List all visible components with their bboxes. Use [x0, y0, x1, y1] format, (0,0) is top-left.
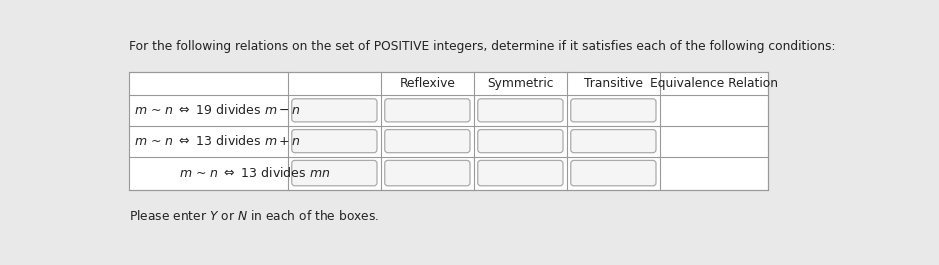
- FancyBboxPatch shape: [385, 160, 470, 186]
- Text: Transitive: Transitive: [584, 77, 643, 90]
- FancyBboxPatch shape: [478, 160, 563, 186]
- FancyBboxPatch shape: [385, 99, 470, 122]
- FancyBboxPatch shape: [571, 130, 656, 153]
- Text: $m$ ~ $n$ $\Leftrightarrow$ 19 divides $m - n$: $m$ ~ $n$ $\Leftrightarrow$ 19 divides $…: [133, 103, 300, 117]
- FancyBboxPatch shape: [292, 130, 377, 153]
- Text: Reflexive: Reflexive: [399, 77, 455, 90]
- FancyBboxPatch shape: [478, 130, 563, 153]
- Text: Please enter $Y$ or $N$ in each of the boxes.: Please enter $Y$ or $N$ in each of the b…: [129, 209, 379, 223]
- Bar: [129, 72, 768, 190]
- Text: $m$ ~ $n$ $\Leftrightarrow$ 13 divides $mn$: $m$ ~ $n$ $\Leftrightarrow$ 13 divides $…: [179, 166, 331, 180]
- Text: Symmetric: Symmetric: [487, 77, 554, 90]
- Text: Equivalence Relation: Equivalence Relation: [650, 77, 778, 90]
- FancyBboxPatch shape: [571, 160, 656, 186]
- FancyBboxPatch shape: [292, 160, 377, 186]
- FancyBboxPatch shape: [478, 99, 563, 122]
- FancyBboxPatch shape: [571, 99, 656, 122]
- FancyBboxPatch shape: [385, 130, 470, 153]
- Text: For the following relations on the set of POSITIVE integers, determine if it sat: For the following relations on the set o…: [129, 39, 836, 52]
- Text: $m$ ~ $n$ $\Leftrightarrow$ 13 divides $m + n$: $m$ ~ $n$ $\Leftrightarrow$ 13 divides $…: [133, 134, 300, 148]
- FancyBboxPatch shape: [292, 99, 377, 122]
